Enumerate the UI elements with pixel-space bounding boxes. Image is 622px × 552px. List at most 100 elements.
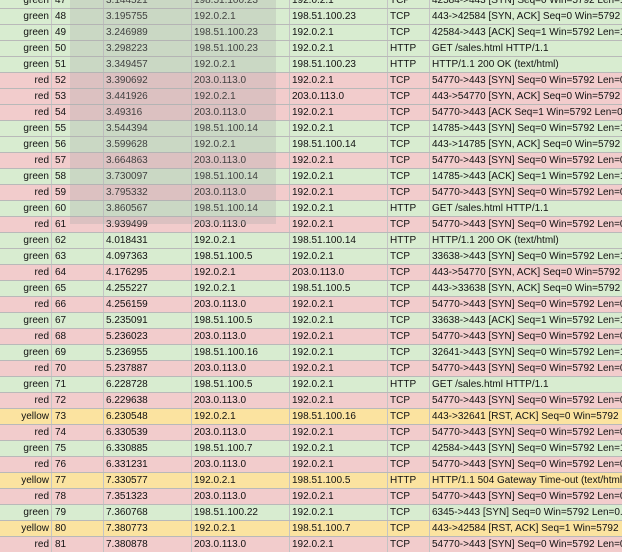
packet-destination: 192.0.2.1 [290, 505, 388, 520]
packet-protocol: HTTP [388, 377, 430, 392]
packet-protocol: TCP [388, 489, 430, 504]
packet-info: HTTP/1.1 504 Gateway Time-out (text/html… [432, 475, 622, 486]
packet-protocol: TCP [388, 329, 430, 344]
packet-time: 7.351323 [104, 489, 192, 504]
packet-info: 54770->443 [SYN] Seq=0 Win=5792 Len=0... [432, 299, 622, 310]
packet-row[interactable]: red 81 7.380878 203.0.113.0 192.0.2.1 TCP 5477… [0, 537, 622, 552]
packet-protocol: TCP [388, 265, 430, 280]
packet-protocol: TCP [388, 297, 430, 312]
packet-number: 62 [52, 233, 104, 248]
packet-destination: 192.0.2.1 [290, 0, 388, 8]
packet-number: 80 [52, 521, 104, 536]
packet-source: 203.0.113.0 [192, 537, 290, 552]
packet-row[interactable]: red 74 6.330539 203.0.113.0 192.0.2.1 TCP 5477… [0, 425, 622, 441]
row-color-label: red [0, 73, 52, 88]
packet-row[interactable]: green 58 3.730097 198.51.100.14 192.0.2.1 TCP… [0, 169, 622, 185]
packet-row[interactable]: red 64 4.176295 192.0.2.1 203.0.113.0 TCP 443-… [0, 265, 622, 281]
packet-row[interactable]: green 69 5.236955 198.51.100.16 192.0.2.1 TCP… [0, 345, 622, 361]
row-color-label: red [0, 297, 52, 312]
packet-row[interactable]: green 50 3.298223 198.51.100.23 192.0.2.1 HTT… [0, 41, 622, 57]
packet-source: 203.0.113.0 [192, 73, 290, 88]
packet-protocol: TCP [388, 153, 430, 168]
packet-time: 6.330539 [104, 425, 192, 440]
packet-info: 54770->443 [SYN] Seq=0 Win=5792 Len=0... [432, 427, 622, 438]
packet-number: 64 [52, 265, 104, 280]
packet-row[interactable]: green 48 3.195755 192.0.2.1 198.51.100.23 TCP… [0, 9, 622, 25]
packet-row[interactable]: green 63 4.097363 198.51.100.5 192.0.2.1 TCP 3… [0, 249, 622, 265]
packet-info: 54770->443 [SYN] Seq=0 Win=5792 Len=0... [432, 363, 622, 374]
packet-protocol: TCP [388, 89, 430, 104]
packet-row[interactable]: red 57 3.664863 203.0.113.0 192.0.2.1 TCP 5477… [0, 153, 622, 169]
packet-source: 198.51.100.5 [192, 249, 290, 264]
packet-row[interactable]: green 51 3.349457 192.0.2.1 198.51.100.23 HTT… [0, 57, 622, 73]
packet-protocol: HTTP [388, 233, 430, 248]
packet-source: 192.0.2.1 [192, 521, 290, 536]
packet-row[interactable]: green 62 4.018431 192.0.2.1 198.51.100.14 HTT… [0, 233, 622, 249]
packet-number: 48 [52, 9, 104, 24]
packet-time: 7.360768 [104, 505, 192, 520]
packet-info: 54770->443 [SYN] Seq=0 Win=5792 Len=0... [432, 155, 622, 166]
packet-row[interactable]: red 70 5.237887 203.0.113.0 192.0.2.1 TCP 5477… [0, 361, 622, 377]
packet-row[interactable]: green 55 3.544394 198.51.100.14 192.0.2.1 TCP… [0, 121, 622, 137]
packet-row[interactable]: red 52 3.390692 203.0.113.0 192.0.2.1 TCP 5477… [0, 73, 622, 89]
packet-destination: 198.51.100.14 [290, 137, 388, 152]
packet-row[interactable]: red 76 6.331231 203.0.113.0 192.0.2.1 TCP 5477… [0, 457, 622, 473]
packet-info: 14785->443 [SYN] Seq=0 Win=5792 Len=120.… [432, 123, 622, 134]
packet-destination: 192.0.2.1 [290, 25, 388, 40]
packet-row[interactable]: red 78 7.351323 203.0.113.0 192.0.2.1 TCP 5477… [0, 489, 622, 505]
packet-row[interactable]: green 49 3.246989 198.51.100.23 192.0.2.1 TCP… [0, 25, 622, 41]
packet-protocol: TCP [388, 73, 430, 88]
packet-info: 42584->443 [SYN] Seq=0 Win=5792 Len=120.… [432, 0, 622, 6]
packet-row[interactable]: red 61 3.939499 203.0.113.0 192.0.2.1 TCP 5477… [0, 217, 622, 233]
row-color-label: red [0, 185, 52, 200]
packet-protocol: TCP [388, 361, 430, 376]
packet-destination: 192.0.2.1 [290, 297, 388, 312]
packet-source: 198.51.100.23 [192, 0, 290, 8]
packet-row[interactable]: red 68 5.236023 203.0.113.0 192.0.2.1 TCP 5477… [0, 329, 622, 345]
packet-source: 192.0.2.1 [192, 473, 290, 488]
packet-destination: 198.51.100.14 [290, 233, 388, 248]
packet-protocol: TCP [388, 217, 430, 232]
packet-number: 55 [52, 121, 104, 136]
packet-time: 3.544394 [104, 121, 192, 136]
packet-row[interactable]: green 79 7.360768 198.51.100.22 192.0.2.1 TCP… [0, 505, 622, 521]
packet-time: 7.380878 [104, 537, 192, 552]
packet-row[interactable]: green 65 4.255227 192.0.2.1 198.51.100.5 TCP 4… [0, 281, 622, 297]
packet-destination: 198.51.100.7 [290, 521, 388, 536]
packet-row[interactable]: red 59 3.795332 203.0.113.0 192.0.2.1 TCP 5477… [0, 185, 622, 201]
packet-protocol: TCP [388, 25, 430, 40]
packet-row[interactable]: red 53 3.441926 192.0.2.1 203.0.113.0 TCP 443-… [0, 89, 622, 105]
packet-row[interactable]: red 66 4.256159 203.0.113.0 192.0.2.1 TCP 5477… [0, 297, 622, 313]
packet-row[interactable]: green 56 3.599628 192.0.2.1 198.51.100.14 TCP… [0, 137, 622, 153]
packet-row[interactable]: red 72 6.229638 203.0.113.0 192.0.2.1 TCP 5477… [0, 393, 622, 409]
packet-row[interactable]: green 67 5.235091 198.51.100.5 192.0.2.1 TCP 3… [0, 313, 622, 329]
packet-source: 198.51.100.14 [192, 201, 290, 216]
packet-row[interactable]: red 54 3.49316 203.0.113.0 192.0.2.1 TCP 54770… [0, 105, 622, 121]
row-color-label: red [0, 393, 52, 408]
packet-row[interactable]: yellow 73 6.230548 192.0.2.1 198.51.100.16 TC… [0, 409, 622, 425]
row-color-label: green [0, 377, 52, 392]
packet-source: 203.0.113.0 [192, 297, 290, 312]
packet-info: 443->33638 [SYN, ACK] Seq=0 Win=5792 Len… [432, 283, 622, 294]
packet-row[interactable]: green 71 6.228728 198.51.100.5 192.0.2.1 HTTP… [0, 377, 622, 393]
packet-protocol: TCP [388, 537, 430, 552]
packet-row[interactable]: green 47 3.144521 198.51.100.23 192.0.2.1 TCP… [0, 0, 622, 9]
packet-info: 42584->443 [SYN] Seq=0 Win=5792 Len=120.… [432, 443, 622, 454]
row-color-label: green [0, 25, 52, 40]
packet-source: 192.0.2.1 [192, 57, 290, 72]
packet-number: 63 [52, 249, 104, 264]
packet-time: 3.349457 [104, 57, 192, 72]
packet-row[interactable]: green 75 6.330885 198.51.100.7 192.0.2.1 TCP 4… [0, 441, 622, 457]
row-color-label: red [0, 217, 52, 232]
packet-number: 78 [52, 489, 104, 504]
packet-protocol: TCP [388, 425, 430, 440]
row-color-label: green [0, 9, 52, 24]
packet-row[interactable]: green 60 3.860567 198.51.100.14 192.0.2.1 HTT… [0, 201, 622, 217]
row-color-label: red [0, 153, 52, 168]
packet-destination: 192.0.2.1 [290, 361, 388, 376]
packet-row[interactable]: yellow 77 7.330577 192.0.2.1 198.51.100.5 HTT… [0, 473, 622, 489]
packet-protocol: TCP [388, 521, 430, 536]
packet-time: 3.246989 [104, 25, 192, 40]
packet-row[interactable]: yellow 80 7.380773 192.0.2.1 198.51.100.7 TCP… [0, 521, 622, 537]
row-color-label: green [0, 137, 52, 152]
